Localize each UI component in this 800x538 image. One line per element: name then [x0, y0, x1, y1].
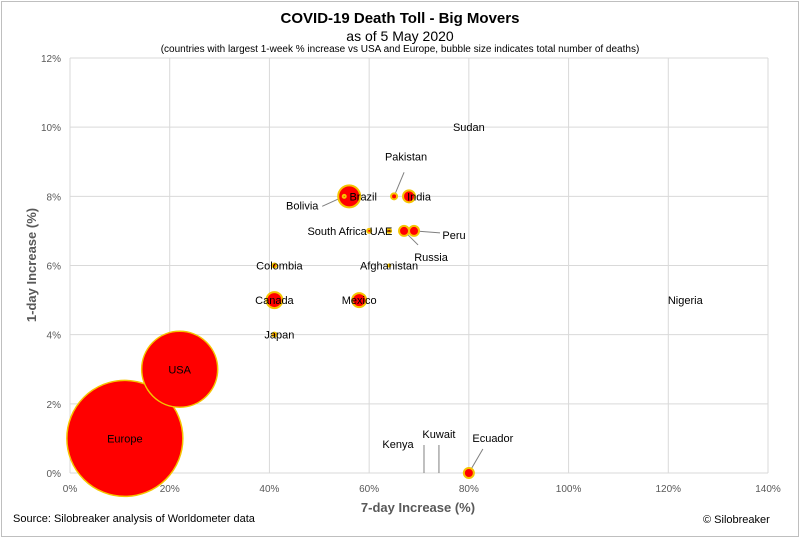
bubble-bolivia: [341, 193, 347, 199]
label-sudan: Sudan: [453, 122, 485, 134]
x-tick-labels: 0% 20% 40% 60% 80% 100% 120% 140%: [63, 484, 781, 495]
y-tick-label: 4%: [47, 331, 62, 342]
label-colombia: Colombia: [256, 261, 303, 273]
x-tick-label: 60%: [359, 484, 379, 495]
bubble-afghanistan: [387, 263, 392, 268]
x-tick-label: 100%: [556, 484, 582, 495]
leader-lines: [322, 172, 484, 474]
label-russia: Russia: [414, 252, 449, 264]
x-tick-label: 120%: [655, 484, 681, 495]
x-tick-label: 140%: [755, 484, 781, 495]
y-tick-label: 2%: [47, 400, 62, 411]
bubble-south-africa: [366, 227, 373, 234]
bubble-japan: [271, 331, 278, 338]
y-tick-labels: 0% 2% 4% 6% 8% 10% 12%: [41, 54, 61, 480]
x-tick-label: 0%: [63, 484, 78, 495]
chart-title: COVID-19 Death Toll - Big Movers: [280, 10, 520, 27]
label-kenya: Kenya: [382, 439, 414, 451]
x-tick-label: 40%: [259, 484, 279, 495]
bubbles: [66, 184, 475, 498]
x-axis-label: 7-day Increase (%): [361, 500, 475, 515]
bubble-brazil: [337, 184, 362, 209]
label-japan: Japan: [264, 330, 294, 342]
bubble-pakistan: [390, 192, 399, 201]
label-bolivia: Bolivia: [286, 200, 319, 212]
y-tick-label: 0%: [47, 469, 62, 480]
label-europe: Europe: [107, 433, 142, 445]
label-pakistan: Pakistan: [385, 151, 427, 163]
chart-subtitle: as of 5 May 2020: [346, 28, 454, 44]
bubble-usa: [140, 330, 219, 408]
label-usa: USA: [168, 364, 191, 376]
x-tick-label: 80%: [459, 484, 479, 495]
label-peru: Peru: [442, 230, 465, 242]
label-ecuador: Ecuador: [472, 433, 513, 445]
label-uae: UAE: [370, 226, 393, 238]
bubble-peru: [408, 224, 421, 237]
y-tick-label: 12%: [41, 54, 61, 65]
y-tick-label: 10%: [41, 123, 61, 134]
bubble-canada: [265, 291, 284, 310]
label-nigeria: Nigeria: [668, 295, 704, 307]
bubble-colombia: [271, 262, 278, 269]
bubble-mexico: [351, 292, 368, 309]
bubble-uae: [386, 227, 393, 234]
y-axis-label: 1-day Increase (%): [24, 208, 39, 322]
label-canada: Canada: [255, 295, 294, 307]
leader-pakistan: [393, 172, 405, 197]
label-india: India: [407, 191, 432, 203]
source-note: Source: Silobreaker analysis of Worldome…: [13, 513, 255, 525]
point-labels: Europe USA Brazil Canada Mexico India Peru Russ…: [107, 122, 703, 451]
chart-note: (countries with largest 1-week % increas…: [160, 44, 640, 55]
bubble-india: [402, 189, 417, 204]
bubble-russia: [398, 224, 411, 237]
label-kuwait: Kuwait: [422, 429, 455, 441]
copyright-note: © Silobreaker: [703, 514, 770, 526]
bubble-ecuador: [462, 467, 475, 479]
y-tick-label: 8%: [47, 192, 62, 203]
y-tick-label: 6%: [47, 262, 62, 273]
label-afghanistan: Afghanistan: [360, 261, 418, 273]
label-mexico: Mexico: [342, 295, 377, 307]
x-tick-label: 20%: [160, 484, 180, 495]
bubble-europe: [66, 379, 184, 498]
label-brazil: Brazil: [349, 191, 377, 203]
label-south-africa: South Africa: [307, 226, 367, 238]
